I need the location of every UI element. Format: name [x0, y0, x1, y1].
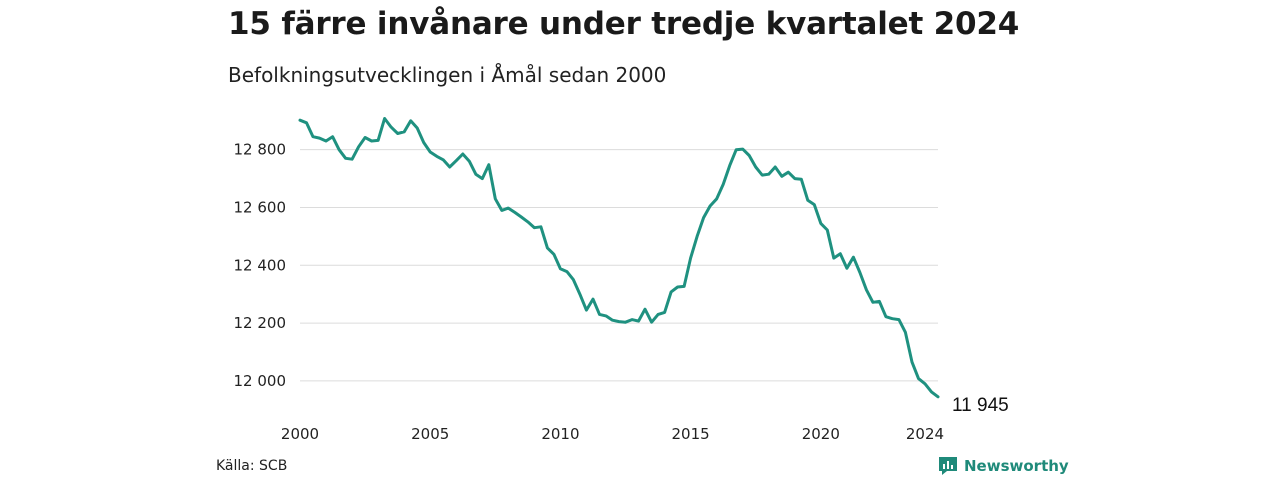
source-note: Källa: SCB — [216, 458, 288, 474]
newsworthy-logo-icon — [939, 457, 957, 475]
chart-title: 15 färre invånare under tredje kvartalet… — [228, 6, 1020, 42]
chart-subtitle: Befolkningsutvecklingen i Åmål sedan 200… — [228, 63, 667, 87]
y-tick-label: 12 000 — [234, 372, 287, 390]
x-tick-label: 2000 — [281, 425, 319, 443]
x-tick-label: 2020 — [802, 425, 840, 443]
series-line — [298, 117, 940, 399]
x-tick-label: 2015 — [672, 425, 710, 443]
x-tick-label: 2005 — [411, 425, 449, 443]
y-tick-label: 12 200 — [234, 314, 287, 332]
x-tick-label: 2010 — [541, 425, 579, 443]
y-tick-label: 12 400 — [234, 256, 287, 274]
brand-name: Newsworthy — [964, 457, 1069, 475]
y-tick-label: 12 600 — [234, 198, 287, 216]
brand-logo: Newsworthy — [938, 456, 1069, 476]
end-value-label: 11 945 — [952, 395, 1009, 416]
y-tick-label: 12 800 — [234, 141, 287, 159]
x-tick-label: 2024 — [906, 425, 944, 443]
